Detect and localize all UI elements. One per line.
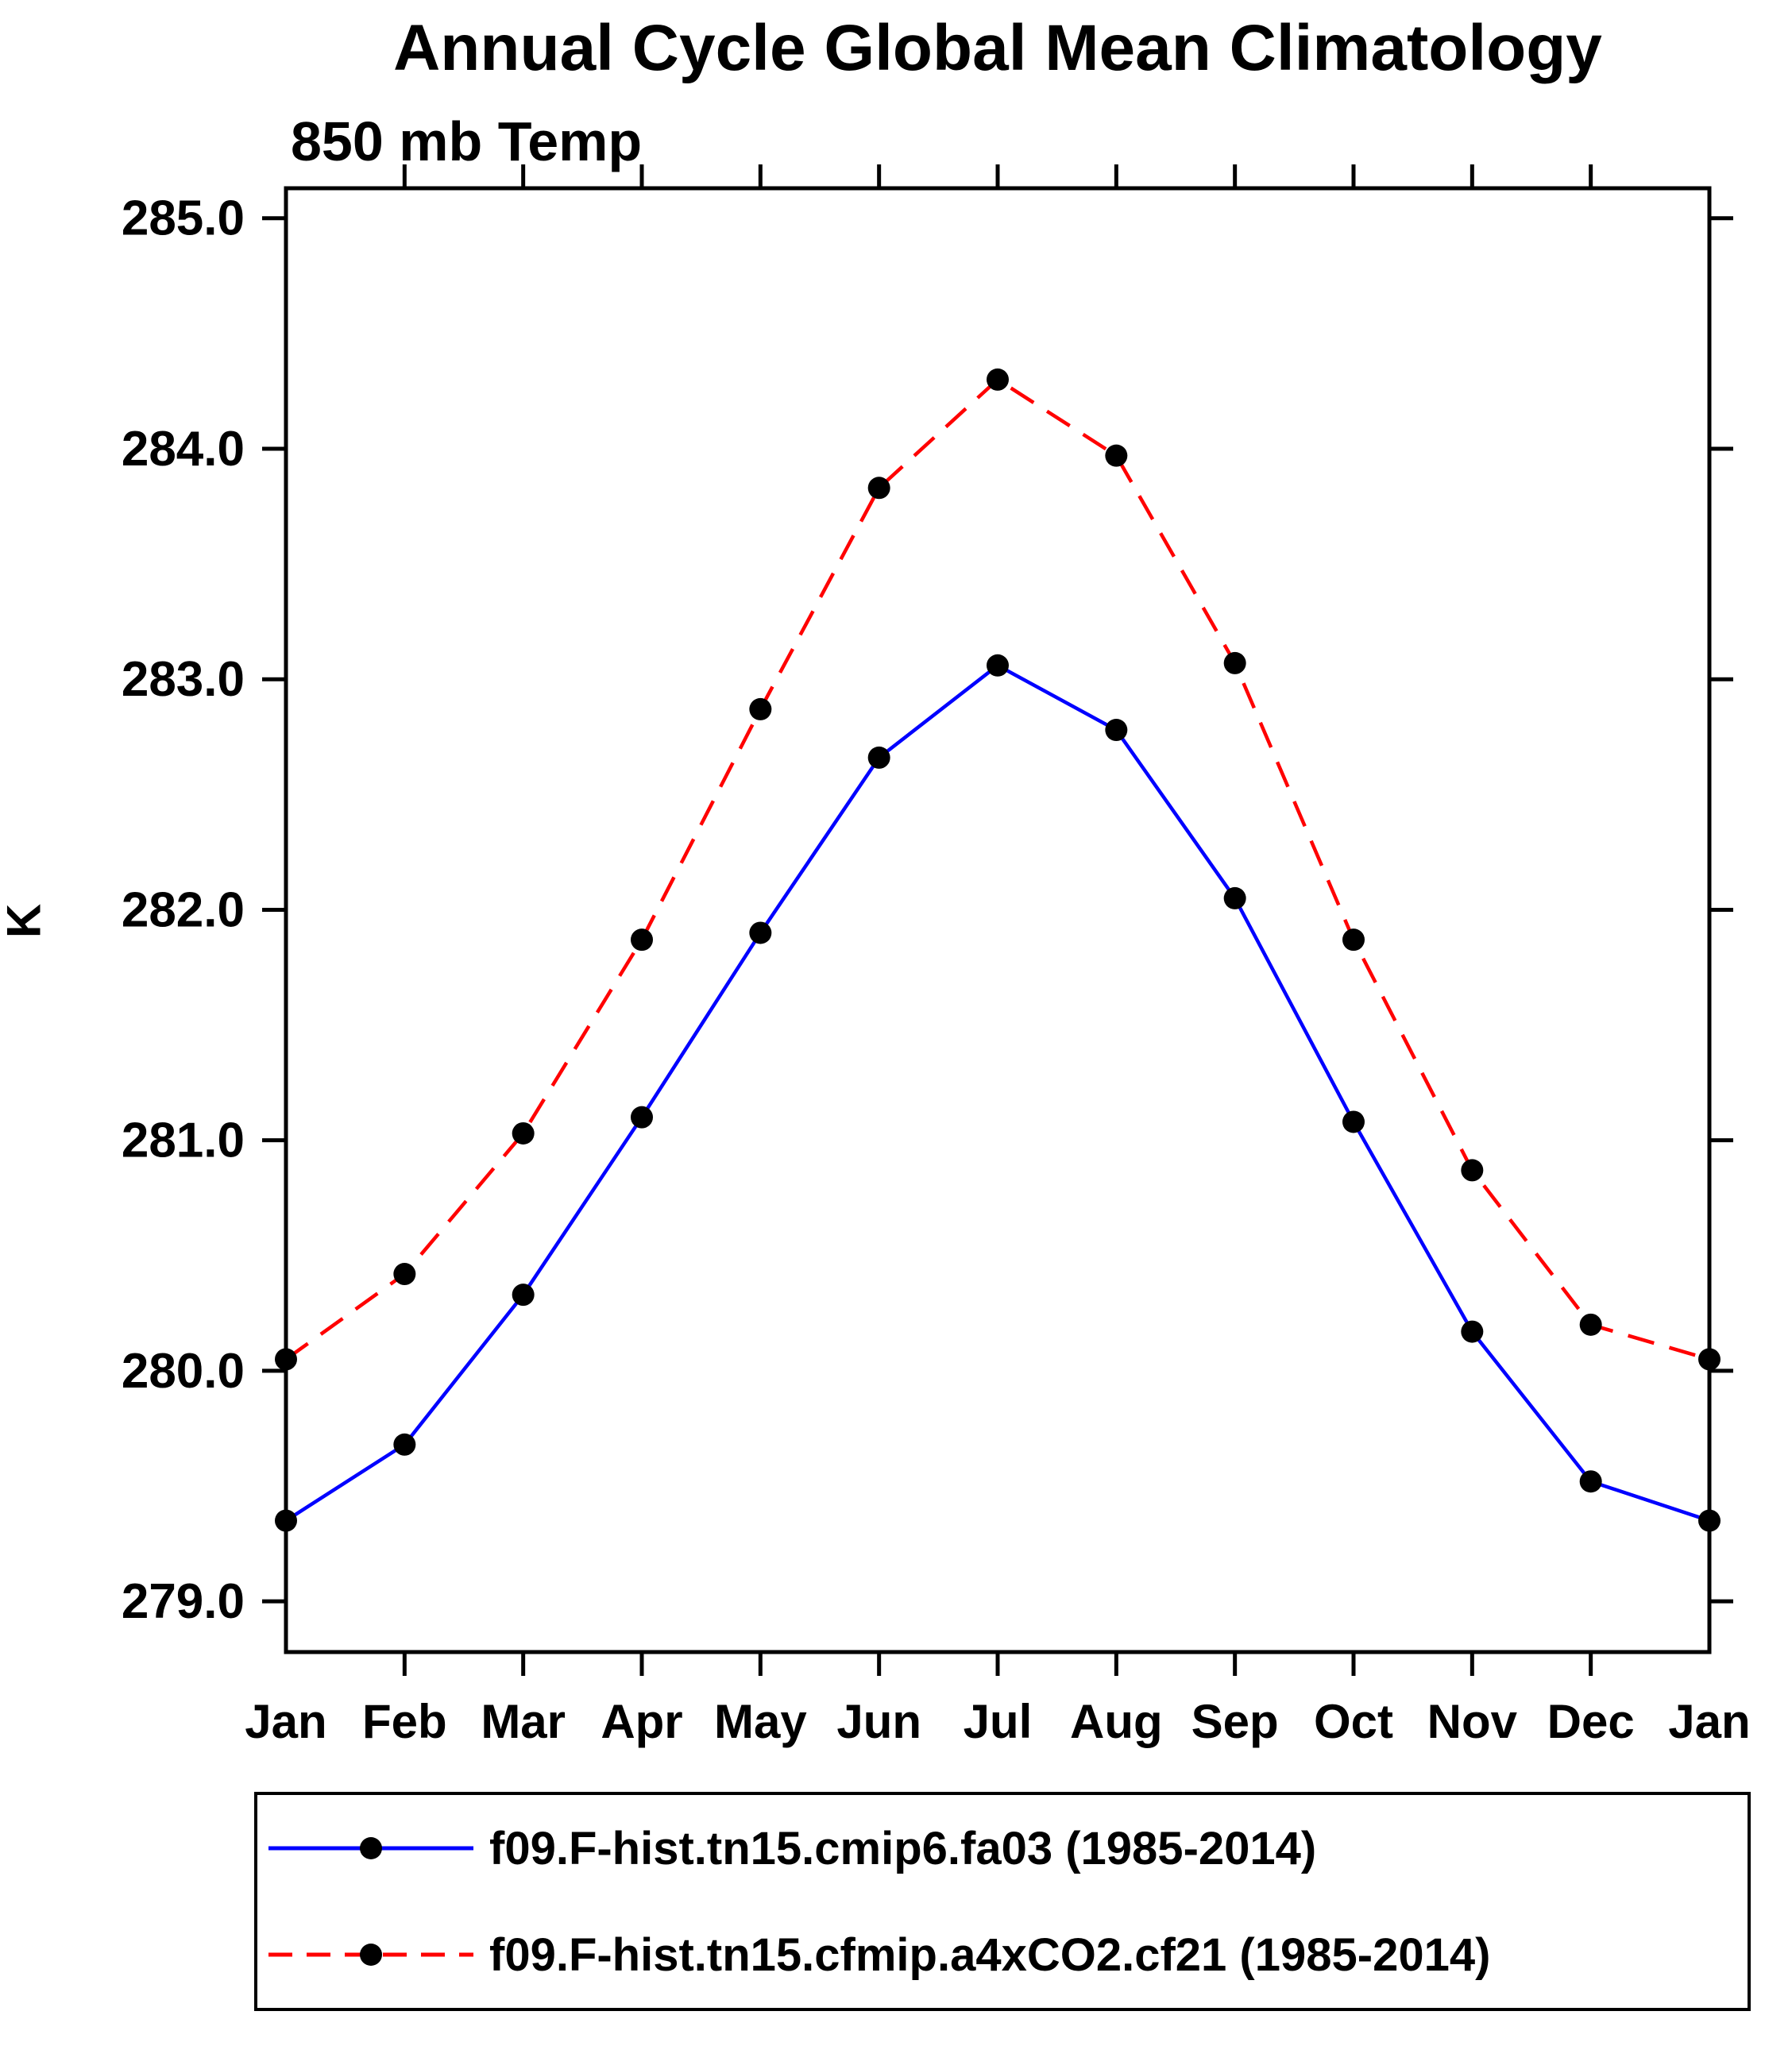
svg-text:Mar: Mar [481, 1695, 566, 1748]
svg-text:May: May [714, 1695, 807, 1748]
legend-solid-line-marker-icon [268, 1837, 473, 1859]
legend-label-series-2: f09.F-hist.tn15.cfmip.a4xCO2.cf21 (1985-… [489, 1928, 1491, 1981]
svg-text:284.0: 284.0 [122, 422, 245, 477]
svg-text:Jan: Jan [1668, 1695, 1750, 1748]
svg-text:Jun: Jun [836, 1695, 921, 1748]
svg-text:279.0: 279.0 [122, 1574, 245, 1629]
svg-text:285.0: 285.0 [122, 191, 245, 246]
svg-text:283.0: 283.0 [122, 652, 245, 707]
svg-text:Jan: Jan [245, 1695, 326, 1748]
svg-text:281.0: 281.0 [122, 1114, 245, 1168]
legend-item-series-1: f09.F-hist.tn15.cmip6.fa03 (1985-2014) [264, 1822, 1748, 1875]
svg-text:Dec: Dec [1547, 1695, 1635, 1748]
legend-label-series-1: f09.F-hist.tn15.cmip6.fa03 (1985-2014) [489, 1822, 1317, 1874]
svg-text:Feb: Feb [362, 1695, 447, 1748]
chart-title: Annual Cycle Global Mean Climatology [393, 12, 1602, 84]
svg-text:Jul: Jul [964, 1695, 1033, 1748]
svg-text:282.0: 282.0 [122, 882, 245, 937]
svg-text:Sep: Sep [1191, 1695, 1279, 1748]
svg-text:Nov: Nov [1427, 1695, 1518, 1748]
legend: f09.F-hist.tn15.cmip6.fa03 (1985-2014) f… [254, 1792, 1751, 2011]
svg-text:Aug: Aug [1070, 1695, 1163, 1748]
legend-dashed-line-marker-icon [268, 1944, 473, 1966]
legend-item-series-2: f09.F-hist.tn15.cfmip.a4xCO2.cf21 (1985-… [264, 1928, 1748, 1982]
svg-text:Apr: Apr [601, 1695, 682, 1748]
svg-text:280.0: 280.0 [122, 1344, 245, 1399]
svg-text:Oct: Oct [1314, 1695, 1393, 1748]
line-chart-plot-area: 279.0 280.0 281.0 282.0 283.0 284.0 285.0 Jan Fe… [122, 164, 1751, 1748]
chart-subtitle: 850 mb Temp [291, 110, 643, 172]
